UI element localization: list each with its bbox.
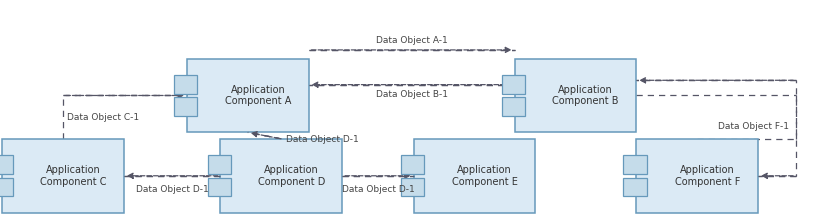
Text: Application
Component E: Application Component E xyxy=(452,165,517,187)
Bar xyxy=(413,139,536,213)
Bar xyxy=(636,139,758,213)
Bar xyxy=(514,59,637,132)
Text: Application
Component F: Application Component F xyxy=(675,165,740,187)
Bar xyxy=(207,178,231,196)
Bar xyxy=(623,155,647,174)
Bar xyxy=(623,178,647,196)
Text: Data Object A-1: Data Object A-1 xyxy=(375,36,448,45)
Bar xyxy=(174,75,197,94)
Text: Data Object B-1: Data Object B-1 xyxy=(375,90,448,99)
Bar xyxy=(174,97,197,116)
Text: Data Object F-1: Data Object F-1 xyxy=(718,122,790,132)
Text: Data Object C-1: Data Object C-1 xyxy=(67,113,139,122)
Bar xyxy=(0,155,13,174)
Text: Application
Component C: Application Component C xyxy=(39,165,107,187)
Text: Application
Component A: Application Component A xyxy=(224,85,291,106)
Text: Application
Component D: Application Component D xyxy=(258,165,325,187)
Bar xyxy=(401,178,424,196)
Bar xyxy=(401,155,424,174)
Bar xyxy=(0,178,13,196)
Bar xyxy=(3,139,124,213)
Text: Data Object D-1: Data Object D-1 xyxy=(286,135,359,145)
Bar xyxy=(501,75,525,94)
Bar xyxy=(207,155,231,174)
Bar xyxy=(220,139,343,213)
Text: Data Object D-1: Data Object D-1 xyxy=(136,185,208,194)
Bar xyxy=(186,59,308,132)
Text: Application
Component B: Application Component B xyxy=(552,85,619,106)
Text: Data Object D-1: Data Object D-1 xyxy=(342,185,414,194)
Bar xyxy=(501,97,525,116)
